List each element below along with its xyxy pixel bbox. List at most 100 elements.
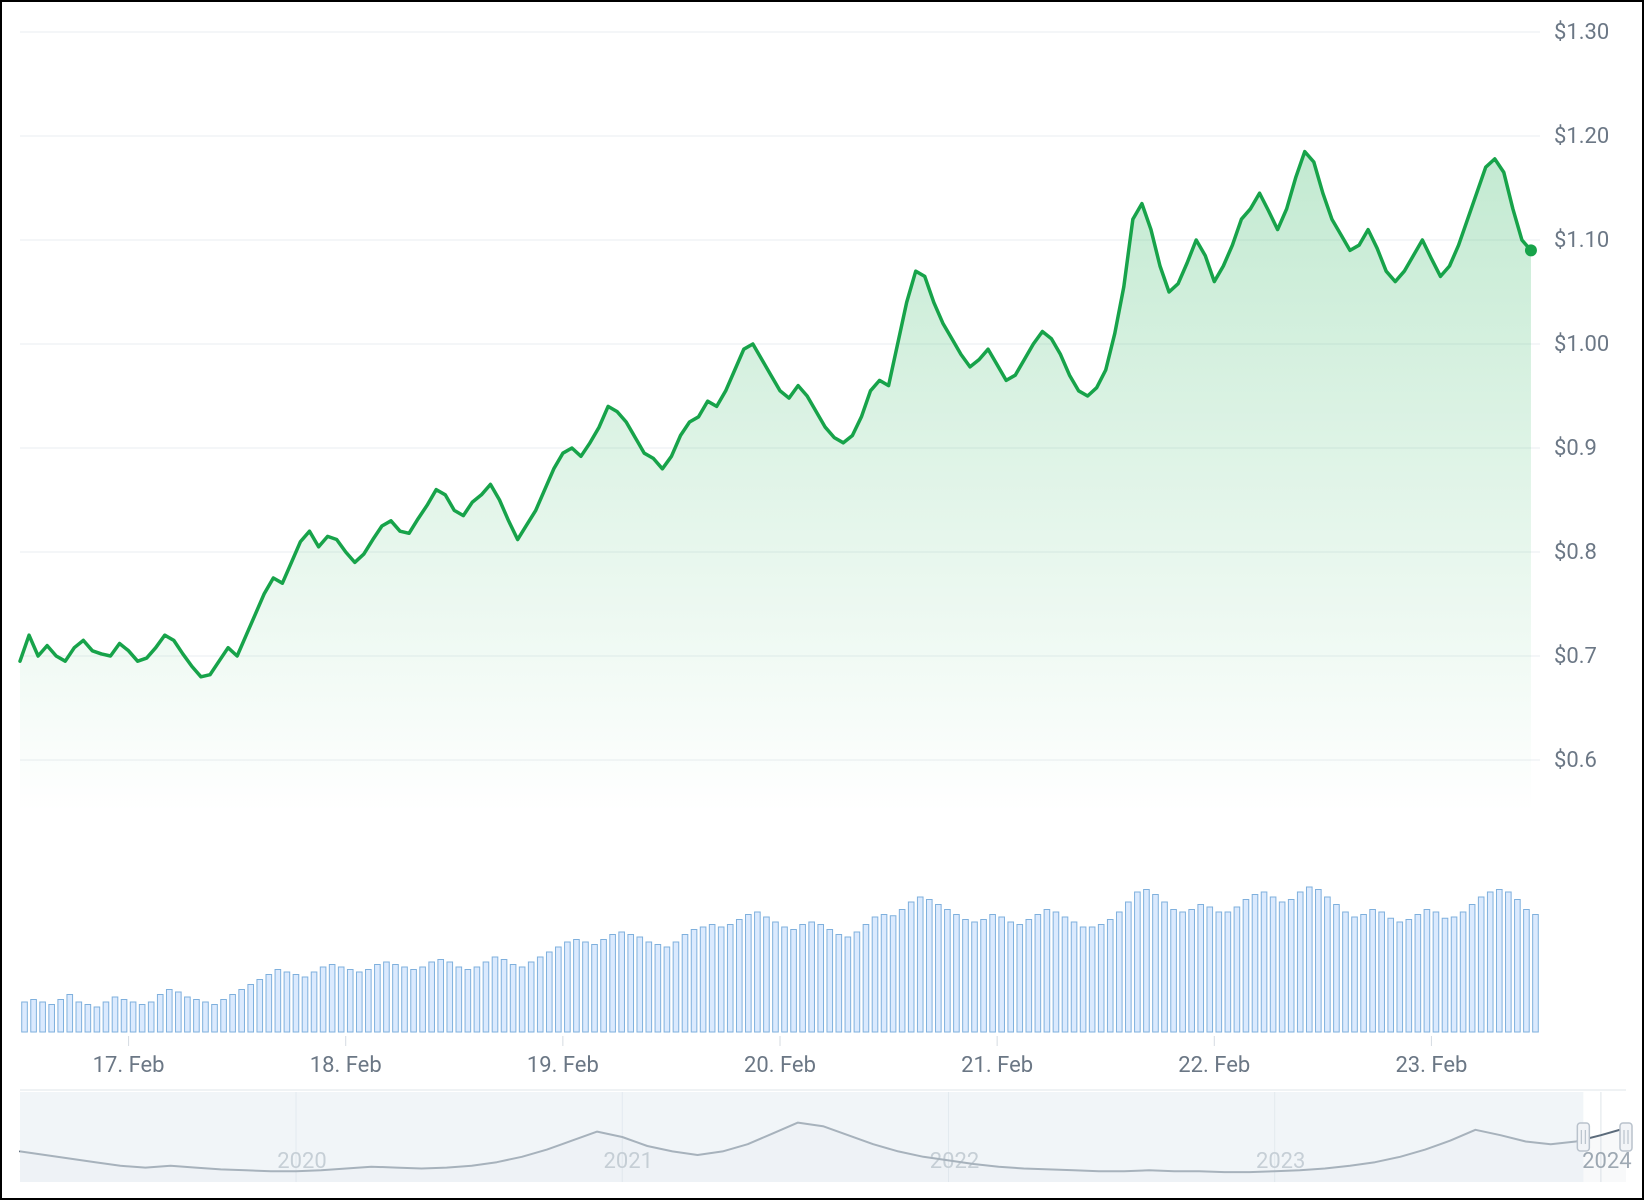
- y-axis-label: $1.10: [1554, 228, 1609, 253]
- volume-bar: [194, 1000, 200, 1033]
- volume-bar: [49, 1005, 55, 1033]
- volume-bar: [556, 947, 562, 1032]
- volume-bar: [1406, 920, 1412, 1033]
- volume-bar: [239, 990, 245, 1033]
- y-axis-label: $0.8: [1554, 540, 1597, 565]
- volume-bar: [1243, 900, 1249, 1033]
- navigator-handle-right[interactable]: [1620, 1123, 1632, 1151]
- volume-bar: [565, 942, 571, 1032]
- volume-bar: [76, 1002, 82, 1032]
- volume-bar: [402, 967, 408, 1032]
- volume-bar: [646, 942, 652, 1032]
- volume-bar: [691, 930, 697, 1033]
- volume-bar: [311, 972, 317, 1032]
- volume-bar: [945, 910, 951, 1033]
- volume-bar: [85, 1005, 91, 1033]
- volume-bar: [447, 962, 453, 1032]
- volume-bar: [836, 935, 842, 1033]
- volume-bar: [474, 967, 480, 1032]
- volume-bar: [583, 942, 589, 1032]
- volume-bar: [700, 927, 706, 1032]
- volume-bar: [1144, 890, 1150, 1033]
- volume-bar: [1089, 927, 1095, 1032]
- volume-bar: [103, 1002, 109, 1032]
- volume-bar: [1098, 925, 1104, 1033]
- volume-bar: [1451, 917, 1457, 1032]
- volume-bar: [718, 927, 724, 1032]
- volume-bar: [954, 915, 960, 1033]
- volume-bar: [438, 960, 444, 1033]
- volume-bar: [1198, 905, 1204, 1033]
- volume-bar: [800, 925, 806, 1033]
- volume-bar: [1071, 922, 1077, 1032]
- volume-bar: [736, 920, 742, 1033]
- volume-bar: [302, 977, 308, 1032]
- volume-bar: [990, 915, 996, 1033]
- volume-bar: [1044, 910, 1050, 1033]
- volume-bar: [1460, 912, 1466, 1032]
- volume-bar: [845, 937, 851, 1032]
- volume-bar: [465, 970, 471, 1033]
- volume-bar: [1496, 890, 1502, 1033]
- volume-bar: [411, 970, 417, 1033]
- volume-bar: [58, 1000, 64, 1033]
- volume-bar: [1515, 900, 1521, 1033]
- volume-bar: [537, 957, 543, 1032]
- volume-bar: [356, 972, 362, 1032]
- volume-bar: [899, 910, 905, 1033]
- volume-bar: [773, 922, 779, 1032]
- volume-bar: [157, 995, 163, 1033]
- x-axis-label: 19. Feb: [527, 1053, 599, 1078]
- volume-bar: [972, 922, 978, 1032]
- volume-bar: [40, 1002, 46, 1032]
- volume-bar: [926, 900, 932, 1033]
- volume-bar: [320, 967, 326, 1032]
- volume-bar: [890, 916, 896, 1032]
- volume-bar: [1180, 912, 1186, 1032]
- volume-bar: [863, 925, 869, 1033]
- volume-bar: [492, 957, 498, 1032]
- volume-bar: [112, 997, 118, 1032]
- volume-bar: [1017, 925, 1023, 1033]
- volume-bar: [166, 990, 172, 1033]
- volume-bar: [1325, 897, 1331, 1032]
- volume-bar: [1361, 915, 1367, 1033]
- volume-bar: [1207, 907, 1213, 1032]
- volume-bar: [809, 922, 815, 1032]
- volume-bar: [1442, 918, 1448, 1032]
- volume-bar: [519, 967, 525, 1032]
- volume-bar: [1189, 910, 1195, 1033]
- volume-bar: [384, 962, 390, 1032]
- volume-bar: [1297, 892, 1303, 1032]
- y-axis-label: $1.00: [1554, 332, 1609, 357]
- volume-bar: [67, 995, 73, 1033]
- volume-bar: [1316, 890, 1322, 1033]
- y-axis-label: $0.6: [1554, 748, 1597, 773]
- y-axis-label: $0.9: [1554, 436, 1597, 461]
- x-axis-label: 23. Feb: [1395, 1053, 1467, 1078]
- volume-bar: [999, 917, 1005, 1032]
- volume-bar: [1162, 902, 1168, 1032]
- volume-bar: [1424, 910, 1430, 1033]
- x-axis-label: 18. Feb: [310, 1053, 382, 1078]
- volume-bar: [176, 992, 182, 1032]
- volume-bar: [1216, 912, 1222, 1032]
- y-axis-label: $0.7: [1554, 644, 1597, 669]
- volume-bar: [1008, 922, 1014, 1032]
- volume-bar: [1035, 915, 1041, 1033]
- y-axis-label: $1.30: [1554, 20, 1609, 45]
- navigator-mask-left[interactable]: [20, 1092, 1583, 1182]
- volume-bar: [510, 965, 516, 1033]
- volume-bar: [1225, 912, 1231, 1032]
- volume-bars: [22, 887, 1539, 1032]
- volume-bar: [1343, 912, 1349, 1032]
- volume-bar: [746, 915, 752, 1033]
- volume-bar: [1379, 912, 1385, 1032]
- navigator-handle-left[interactable]: [1577, 1123, 1589, 1151]
- volume-bar: [1306, 887, 1312, 1032]
- volume-bar: [366, 970, 372, 1033]
- volume-bar: [185, 997, 191, 1032]
- volume-bar: [528, 962, 534, 1032]
- volume-bar: [375, 965, 381, 1033]
- volume-bar: [818, 925, 824, 1033]
